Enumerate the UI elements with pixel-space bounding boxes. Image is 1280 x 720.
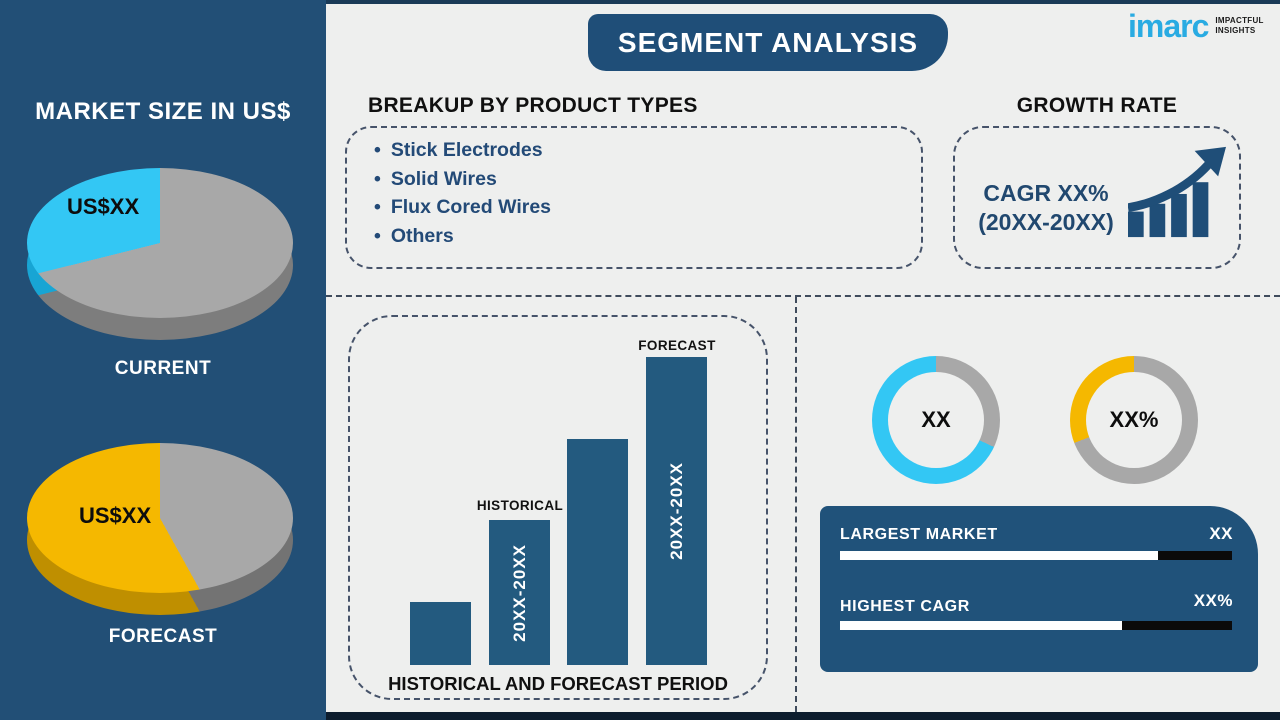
largest-market-donut: XX [872, 356, 1000, 484]
forecast-label: FORECAST [638, 338, 716, 353]
page-title-box: SEGMENT ANALYSIS [588, 14, 948, 71]
page-title: SEGMENT ANALYSIS [617, 26, 919, 58]
growth-trend-icon [1127, 146, 1226, 238]
highest-cagr-meter-fill [840, 621, 1123, 630]
growth-rate-heading: GROWTH RATE [1016, 94, 1178, 117]
largest-market-meter [840, 551, 1232, 560]
growth-rate-box [953, 126, 1241, 269]
forecast-caption: FORECAST [108, 626, 218, 647]
product-types-list: Stick Electrodes Solid Wires Flux Cored … [374, 136, 551, 250]
period-bar [567, 439, 628, 665]
current-pie-top [27, 168, 293, 318]
list-item-stick-electrodes: Stick Electrodes [374, 136, 551, 165]
key-metrics-box: LARGEST MARKET XX HIGHEST CAGR XX% [820, 506, 1258, 672]
largest-market-meter-fill [840, 551, 1158, 560]
logo-tagline: IMPACTFUL INSIGHTS [1215, 16, 1263, 37]
horizontal-dashed-divider [326, 295, 1280, 297]
forecast-pie-value-label: US$XX [79, 503, 152, 528]
current-caption: CURRENT [114, 358, 212, 379]
logo-tagline-line2: INSIGHTS [1215, 26, 1256, 35]
period-chart-caption: HISTORICAL AND FORECAST PERIOD [388, 673, 728, 694]
highest-cagr-donut: XX% [1070, 356, 1198, 484]
period-bar [410, 602, 471, 665]
cagr-line2: (20XX-20XX) [978, 208, 1114, 235]
logo-tagline-line1: IMPACTFUL [1215, 15, 1264, 25]
imarc-logo-wordmark: imarc [1128, 8, 1209, 44]
current-pie-value-label: US$XX [67, 194, 140, 219]
highest-cagr-donut-value: XX% [1109, 407, 1159, 432]
market-size-sidebar: MARKET SIZE IN US$ US$XX CURRENT US$XX F… [0, 0, 326, 720]
forecast-period-bar-label: 20XX-20XX [666, 462, 686, 560]
period-chart-box [348, 315, 768, 700]
forecast-pie-chart: US$XX [27, 443, 293, 615]
cagr-line1: CAGR XX% [983, 180, 1109, 206]
list-item-others: Others [374, 222, 551, 251]
bottom-accent-strip [326, 712, 1280, 720]
highest-cagr-value: XX% [1193, 591, 1233, 610]
period-bar: 20XX-20XX [646, 357, 707, 665]
highest-cagr-meter [840, 621, 1232, 630]
period-bar: 20XX-20XX [489, 520, 550, 665]
list-item-flux-cored-wires: Flux Cored Wires [374, 193, 551, 222]
current-pie-chart: US$XX [27, 168, 293, 340]
breakup-heading: BREAKUP BY PRODUCT TYPES [368, 94, 698, 117]
list-item-solid-wires: Solid Wires [374, 165, 551, 194]
forecast-pie-top [27, 443, 293, 593]
largest-market-value: XX [1209, 524, 1233, 543]
top-accent-strip [326, 0, 1280, 4]
historical-period-bar-label: 20XX-20XX [509, 543, 529, 642]
largest-market-label: LARGEST MARKET [840, 526, 998, 543]
historical-label: HISTORICAL [476, 498, 564, 513]
largest-market-donut-value: XX [921, 407, 951, 432]
sidebar-title: MARKET SIZE IN US$ [35, 98, 291, 125]
breakup-box [345, 126, 923, 269]
highest-cagr-label: HIGHEST CAGR [840, 598, 970, 615]
cagr-text: CAGR XX% (20XX-20XX) [958, 179, 1134, 237]
vertical-dashed-divider [795, 297, 797, 712]
imarc-logo: imarc IMPACTFUL INSIGHTS [1128, 10, 1264, 42]
